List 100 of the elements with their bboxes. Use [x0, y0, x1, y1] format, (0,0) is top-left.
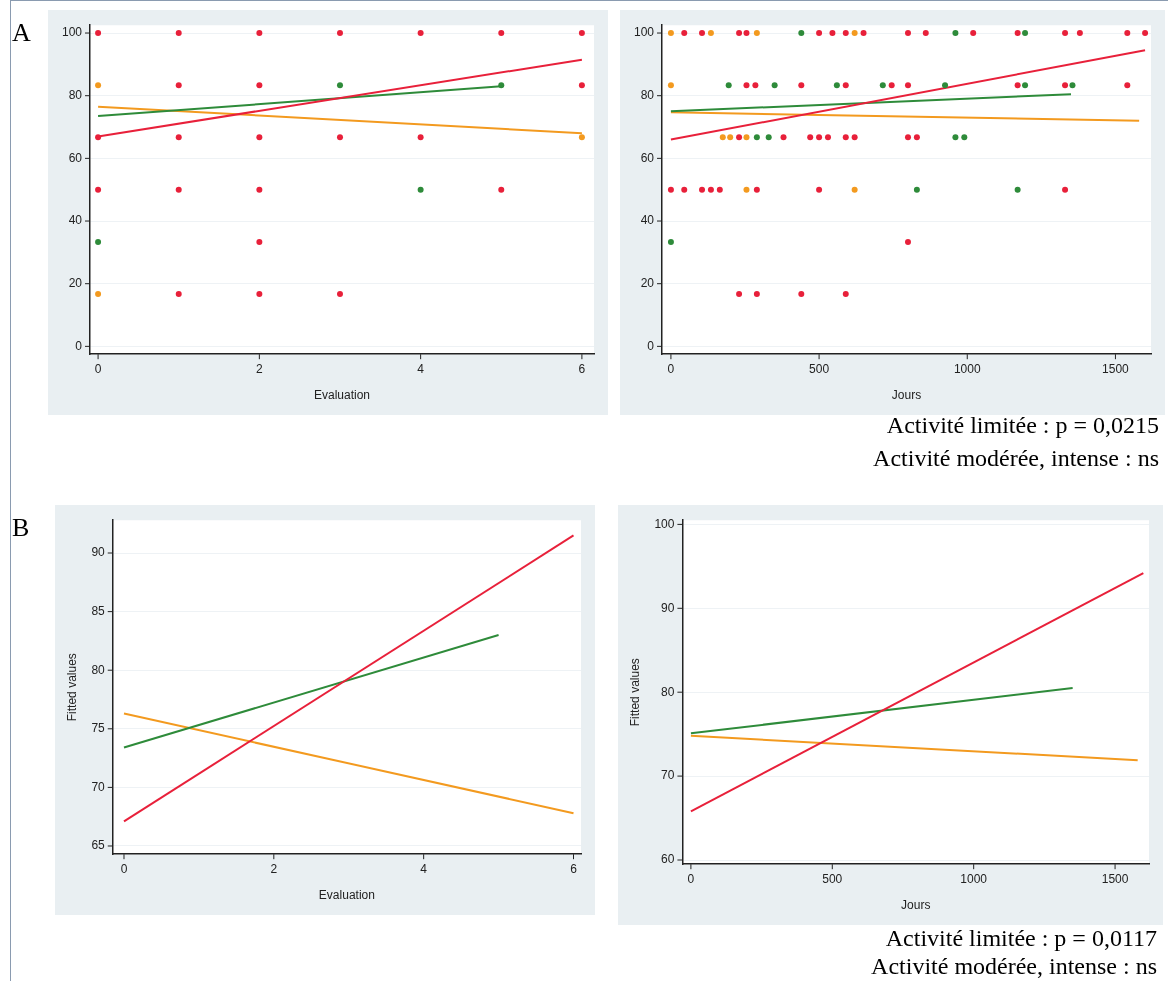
y-tick-label: 65: [91, 838, 106, 853]
y-tick-label: 80: [640, 88, 655, 103]
point: [780, 134, 787, 141]
point: [95, 291, 102, 298]
x-tick-label: 6: [570, 861, 578, 876]
point: [743, 82, 750, 89]
point: [95, 239, 102, 246]
point: [1069, 82, 1076, 89]
y-tick-label: 80: [91, 662, 106, 677]
point: [842, 134, 849, 141]
y-tick-label: 100: [654, 516, 675, 531]
point: [1014, 30, 1021, 37]
point: [716, 186, 723, 193]
y-tick-label: 100: [633, 25, 655, 40]
point: [727, 134, 734, 141]
point: [851, 186, 858, 193]
x-tick-label: 1000: [960, 871, 988, 886]
text: B: [12, 513, 30, 543]
x-tick-label: 0: [120, 861, 128, 876]
y-tick-label: 0: [647, 338, 655, 353]
y-tick-label: 80: [68, 88, 83, 103]
point: [1014, 82, 1021, 89]
y-tick-label: 60: [661, 852, 675, 867]
text: A: [12, 18, 31, 48]
x-axis-title: Jours: [891, 388, 922, 403]
point: [337, 134, 343, 141]
point: [667, 30, 674, 37]
y-tick-label: 60: [640, 150, 655, 165]
text: Activité modérée, intense : ns: [873, 444, 1159, 473]
point: [753, 30, 760, 37]
x-tick-label: 500: [822, 871, 843, 886]
x-tick-label: 2: [256, 361, 264, 376]
point: [719, 134, 726, 141]
point: [753, 291, 760, 298]
point: [175, 186, 182, 193]
point: [1062, 82, 1069, 89]
point: [1022, 30, 1029, 37]
point: [753, 134, 760, 141]
point: [765, 134, 772, 141]
point: [1062, 30, 1069, 37]
point: [337, 30, 343, 37]
point: [1022, 82, 1029, 89]
y-tick-label: 90: [91, 545, 106, 560]
y-tick-label: 90: [661, 600, 675, 615]
point: [904, 82, 911, 89]
point: [961, 134, 968, 141]
point: [175, 82, 182, 89]
point: [888, 82, 895, 89]
point: [498, 82, 505, 89]
y-tick-label: 100: [61, 25, 83, 40]
point: [95, 30, 102, 37]
text: Activité limitée : p = 0,0215: [886, 411, 1159, 440]
point: [175, 291, 182, 298]
x-tick-label: 500: [809, 361, 830, 376]
point: [1062, 186, 1069, 193]
point: [816, 186, 823, 193]
point: [743, 186, 750, 193]
point: [913, 186, 920, 193]
point: [879, 82, 886, 89]
point: [1124, 82, 1131, 89]
y-axis-title: Fitted values: [64, 653, 79, 722]
x-axis-title: Evaluation: [318, 888, 375, 903]
point: [1142, 30, 1149, 37]
point: [95, 134, 102, 141]
point: [256, 239, 263, 246]
x-axis-title: Evaluation: [313, 388, 371, 403]
y-tick-label: 80: [661, 684, 675, 699]
point: [1124, 30, 1131, 37]
point: [798, 82, 805, 89]
point: [752, 82, 759, 89]
x-tick-label: 4: [417, 361, 425, 376]
point: [578, 134, 585, 141]
x-tick-label: 6: [578, 361, 586, 376]
y-tick-label: 85: [91, 603, 106, 618]
point: [256, 291, 263, 298]
y-tick-label: 70: [661, 768, 675, 783]
x-tick-label: 4: [420, 861, 428, 876]
point: [842, 30, 849, 37]
point: [798, 291, 805, 298]
point: [95, 186, 102, 193]
point: [842, 82, 849, 89]
point: [1076, 30, 1083, 37]
y-tick-label: 0: [75, 338, 83, 353]
point: [417, 30, 424, 37]
point: [913, 134, 920, 141]
point: [699, 186, 706, 193]
point: [725, 82, 732, 89]
point: [904, 134, 911, 141]
point: [743, 30, 750, 37]
x-tick-label: 1500: [1102, 361, 1130, 376]
y-tick-label: 70: [91, 779, 106, 794]
x-tick-label: 1000: [953, 361, 981, 376]
point: [256, 186, 263, 193]
point: [842, 291, 849, 298]
x-tick-label: 1500: [1101, 871, 1129, 886]
x-tick-label: 2: [270, 861, 278, 876]
point: [736, 134, 743, 141]
point: [942, 82, 949, 89]
point: [816, 134, 823, 141]
y-tick-label: 20: [68, 276, 83, 291]
